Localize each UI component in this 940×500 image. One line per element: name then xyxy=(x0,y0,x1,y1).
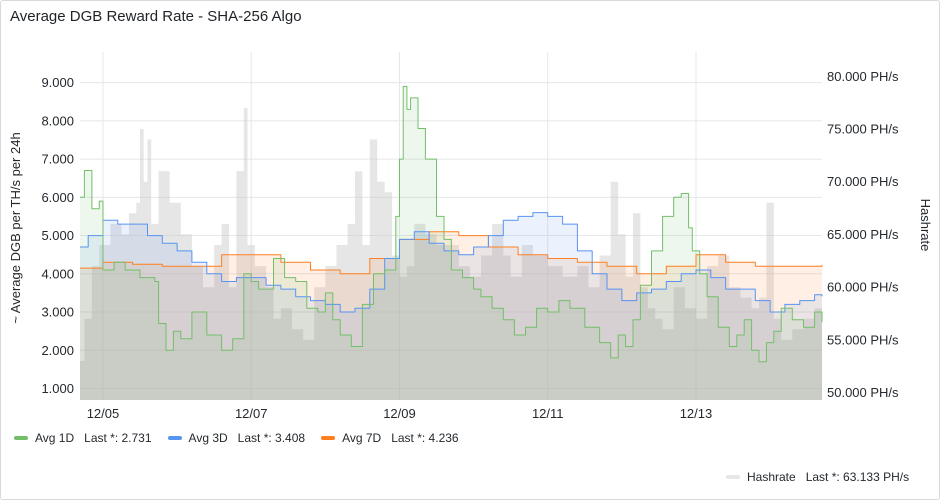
x-tick-label: 12/07 xyxy=(235,406,268,421)
y-tick-label: 4.000 xyxy=(41,266,74,281)
legend-item-avg-7d[interactable]: Avg 7D Last *: 4.236 xyxy=(321,431,459,445)
line-avg-7d xyxy=(80,231,823,275)
panel-title: Average DGB Reward Rate - SHA-256 Algo xyxy=(10,8,302,25)
y-tick-label: 9.000 xyxy=(41,75,74,90)
grid-lines xyxy=(80,52,822,400)
y-tick-label: 2.000 xyxy=(41,343,74,358)
legend-swatch xyxy=(167,436,182,440)
x-tick-label: 12/13 xyxy=(680,406,713,421)
legend-label: Avg 3D xyxy=(188,431,228,445)
y-axis-right-ticks: 50.000 PH/s 55.000 PH/s 60.000 PH/s 65.000 … xyxy=(827,69,899,400)
legend-last-value: Last *: 4.236 xyxy=(391,431,459,445)
y-axis-left-title: ~ Average DGB per TH/s per 24h xyxy=(8,132,23,323)
y2-tick-label: 75.000 PH/s xyxy=(827,121,899,136)
y-tick-label: 7.000 xyxy=(41,152,74,167)
legend-right: Hashrate Last *: 63.133 PH/s xyxy=(726,470,909,484)
y-tick-label: 5.000 xyxy=(41,228,74,243)
legend-item-avg-3d[interactable]: Avg 3D Last *: 3.408 xyxy=(167,431,306,445)
legend-swatch xyxy=(321,436,336,440)
y-axis-right-title: Hashrate xyxy=(918,199,933,252)
x-tick-label: 12/05 xyxy=(87,406,120,421)
area-avg-3d xyxy=(80,212,822,400)
y2-tick-label: 80.000 PH/s xyxy=(827,69,899,84)
legend-swatch xyxy=(726,475,740,479)
legend-label: Avg 7D xyxy=(342,431,382,445)
y-tick-label: 6.000 xyxy=(41,190,74,205)
legend-label: Hashrate xyxy=(747,470,796,484)
y-axis-left-ticks: 1.000 2.000 3.000 4.000 5.000 6.000 7.000 8.000… xyxy=(41,75,74,396)
y2-tick-label: 55.000 PH/s xyxy=(827,332,899,347)
x-tick-label: 12/11 xyxy=(532,406,564,421)
y2-tick-label: 65.000 PH/s xyxy=(827,227,899,242)
legend-label: Avg 1D xyxy=(35,431,75,445)
y-tick-label: 8.000 xyxy=(41,113,74,128)
legend-item-hashrate[interactable]: Hashrate Last *: 63.133 PH/s xyxy=(726,470,909,484)
legend-last-value: Last *: 3.408 xyxy=(237,431,306,445)
legend-item-avg-1d[interactable]: Avg 1D Last *: 2.731 xyxy=(14,431,152,445)
legend-last-value: Last *: 2.731 xyxy=(84,431,152,445)
y-tick-label: 1.000 xyxy=(41,381,74,396)
series-lines xyxy=(80,85,823,363)
legend-swatch xyxy=(14,436,28,440)
legend-last-value: Last *: 63.133 PH/s xyxy=(805,470,910,484)
y-tick-label: 3.000 xyxy=(41,305,74,320)
y2-tick-label: 60.000 PH/s xyxy=(827,280,899,295)
y2-tick-label: 50.000 PH/s xyxy=(827,385,899,400)
x-tick-label: 12/09 xyxy=(383,406,416,421)
legend-left: Avg 1D Last *: 2.731 Avg 3D Last *: 3.40… xyxy=(14,431,475,445)
line-avg-3d xyxy=(80,212,823,313)
y2-tick-label: 70.000 PH/s xyxy=(827,174,899,189)
x-axis-ticks: 12/05 12/07 12/09 12/11 12/13 xyxy=(87,406,713,421)
line-avg-1d xyxy=(80,85,823,363)
